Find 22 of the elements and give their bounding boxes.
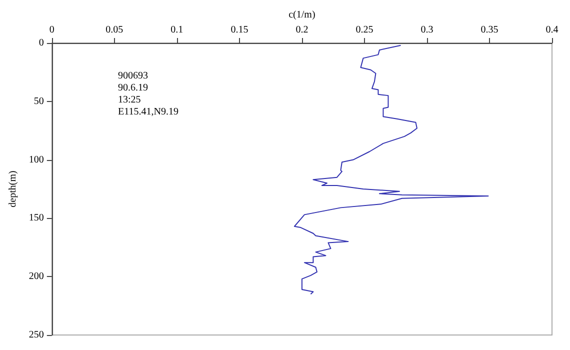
line-series: [294, 44, 489, 295]
x-tick-label: 0.15: [230, 24, 248, 36]
y-axis-title: depth(m): [8, 170, 18, 208]
y-tick-label: 200: [28, 271, 44, 282]
x-tick-label: 0.1: [170, 24, 184, 36]
x-tick-label: 0.3: [420, 24, 434, 36]
y-tick-label: 250: [28, 330, 44, 340]
x-axis-title: c(1/m): [288, 10, 316, 21]
annotation: E115.41,N9.19: [118, 106, 178, 118]
x-tick-label: 0: [49, 24, 54, 36]
x-tick-label: 0.4: [546, 24, 558, 36]
x-tick-label: 0.35: [480, 24, 498, 36]
x-tick-label: 0.05: [106, 24, 124, 36]
y-tick-label: 100: [28, 154, 44, 166]
x-tick-label: 0.2: [296, 24, 308, 36]
annotation: 900693: [118, 70, 148, 82]
annotation: 13:25: [118, 94, 141, 106]
y-tick-label: 150: [28, 212, 44, 224]
y-tick-label: 50: [34, 96, 44, 107]
x-tick-label: 0.25: [356, 24, 374, 36]
annotation: 90.6.19: [118, 82, 148, 94]
y-tick-label: 0: [38, 38, 44, 48]
